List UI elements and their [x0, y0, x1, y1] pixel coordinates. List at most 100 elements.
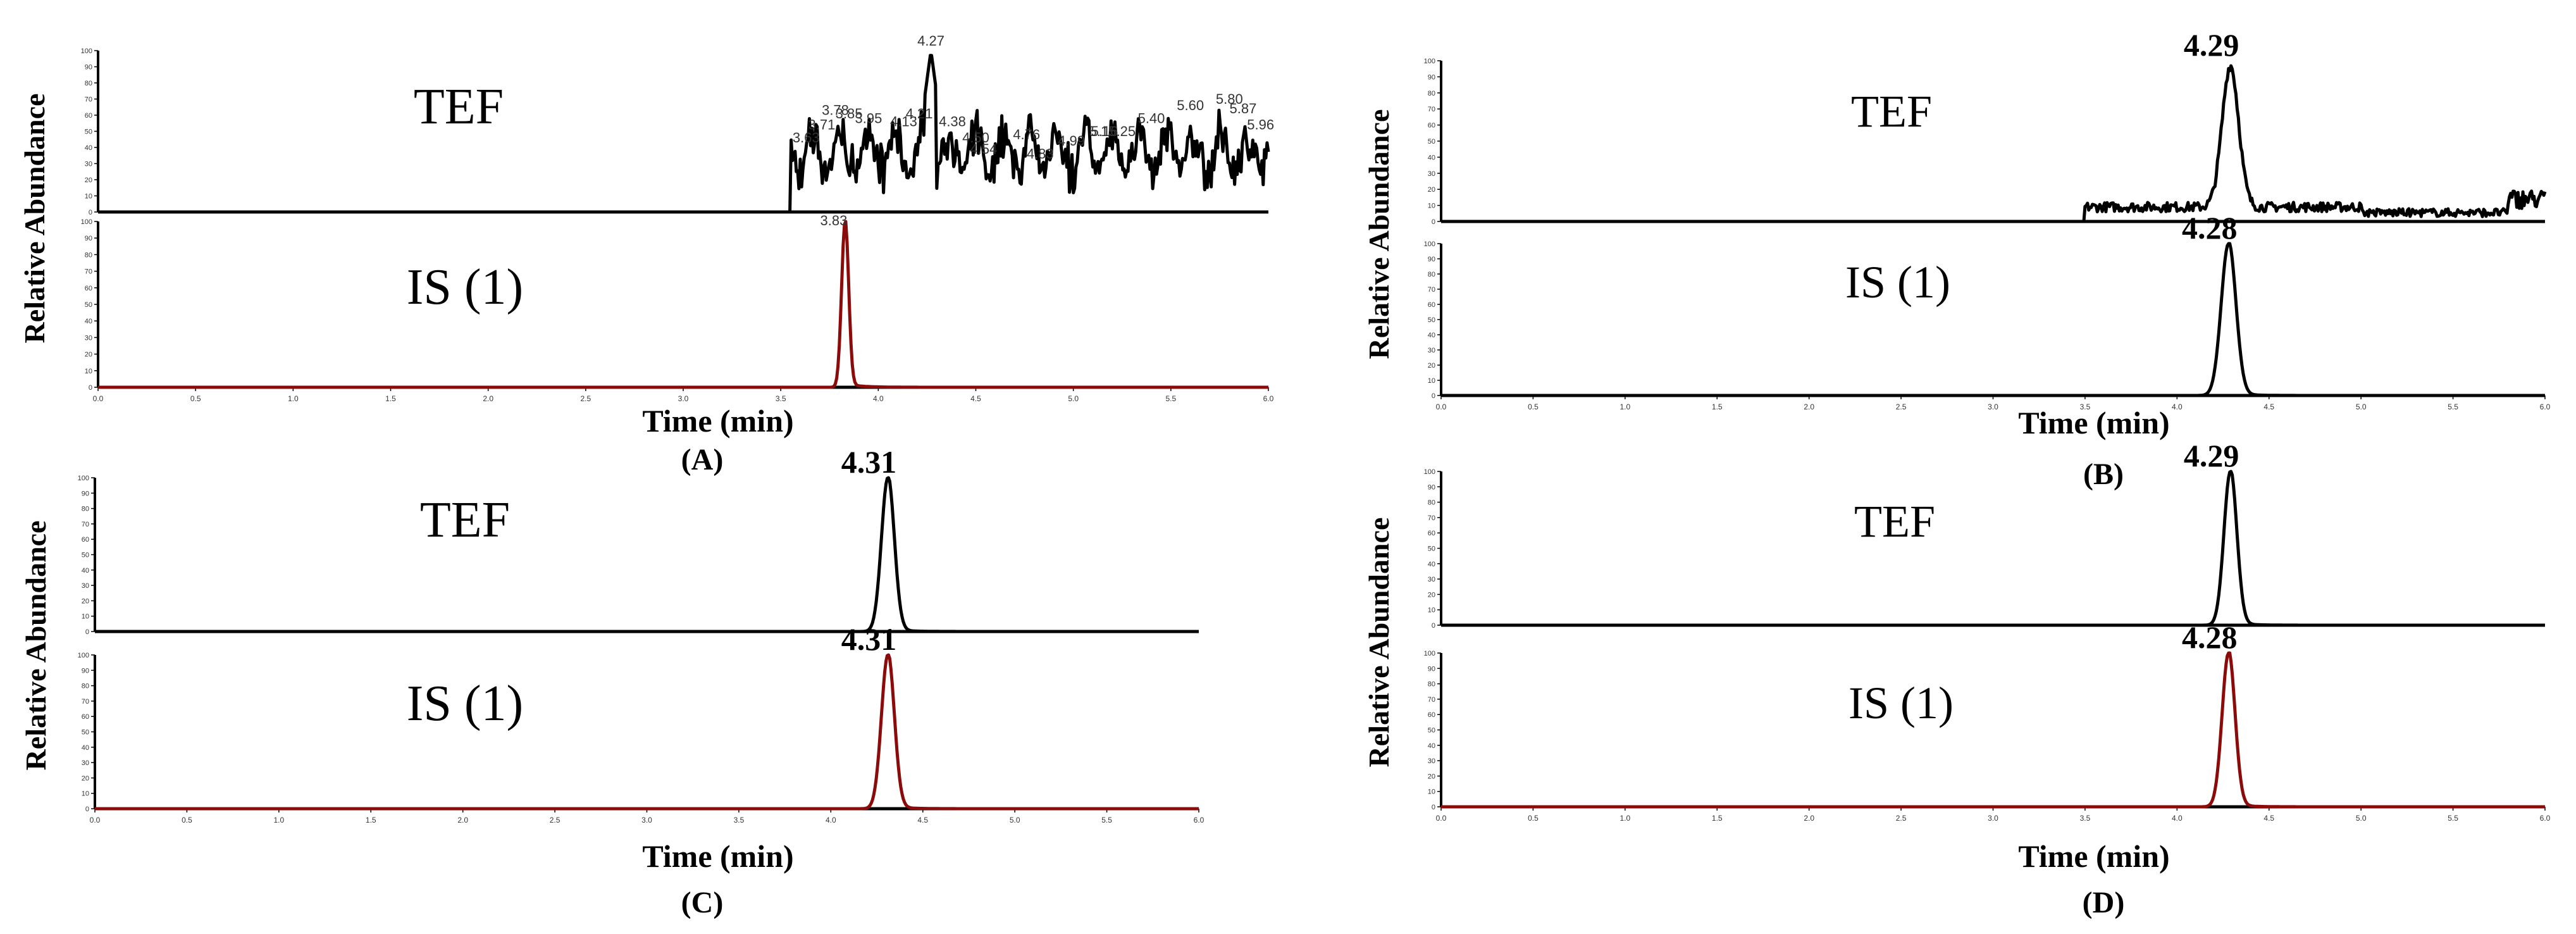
y-tick-label: 90: [85, 64, 92, 72]
x-tick-label: 5.5: [1165, 394, 1176, 403]
y-tick-label: 60: [1428, 301, 1435, 309]
is-trace-name: IS (1): [407, 259, 523, 315]
y-tick-label: 60: [85, 285, 92, 292]
y-tick-label: 20: [1428, 186, 1435, 194]
y-tick-label: 40: [82, 744, 89, 752]
x-axis-label: Time (min): [642, 838, 793, 874]
y-tick-label: 90: [1428, 665, 1435, 673]
y-tick-label: 80: [1428, 681, 1435, 688]
tef-trace: [94, 476, 1199, 633]
y-tick-label: 70: [85, 96, 92, 104]
y-tick-label: 20: [1428, 362, 1435, 370]
y-tick-label: 20: [1428, 591, 1435, 599]
y-tick-label: 30: [82, 759, 89, 767]
y-tick-label: 30: [1428, 347, 1435, 354]
y-tick-label: 40: [85, 144, 92, 152]
y-tick-label: 80: [85, 251, 92, 259]
y-tick-label: 0: [1432, 622, 1435, 630]
y-tick-label: 100: [78, 652, 89, 659]
x-tick-label: 1.0: [1619, 814, 1630, 823]
tef-subplot: 0 10 20 30 40 50 60 70 80 90 100 4.29 TEF: [1424, 438, 2546, 630]
panel-label: (A): [681, 443, 724, 476]
y-tick-label: 30: [1428, 576, 1435, 583]
x-tick-label: 6.0: [2540, 814, 2551, 823]
y-tick-label: 50: [1428, 138, 1435, 146]
y-tick-label: 30: [85, 161, 92, 168]
tef-trace: [1440, 470, 2546, 627]
x-tick-label: 4.0: [826, 816, 836, 825]
x-tick-label: 2.5: [1896, 402, 1907, 411]
y-tick-label: 10: [82, 613, 89, 621]
tef-trace: [97, 54, 1270, 214]
peak-label: 4.27: [917, 33, 944, 49]
panel-label: (D): [2083, 886, 2125, 919]
x-tick-label: 3.0: [1988, 814, 1998, 823]
y-tick-label: 70: [1428, 514, 1435, 522]
y-tick-label: 10: [85, 368, 92, 375]
peak-label: 4.76: [1013, 127, 1040, 142]
is-subplot: 0 10 20 30 40 50 60 70 80 90 100 0.0 0.5 1.0 1.5 2.0 2.5…: [78, 621, 1204, 825]
tef-subplot: 0 10 20 30 40 50 60 70 80 90 100 4.31 TEF: [78, 444, 1199, 636]
x-tick-label: 1.0: [288, 394, 299, 403]
x-tick-label: 0.5: [1528, 814, 1539, 823]
x-tick-label: 3.5: [734, 816, 745, 825]
is-trace: [97, 220, 1269, 389]
x-tick-label: 5.5: [1101, 816, 1112, 825]
x-tick-label: 2.5: [1896, 814, 1907, 823]
is-trace: [94, 653, 1199, 811]
y-tick-label: 10: [1428, 202, 1435, 210]
peak-rt-label: 4.28: [2182, 620, 2238, 655]
peak-label: 3.95: [855, 110, 882, 126]
y-tick-label: 100: [1424, 240, 1435, 248]
peak-label: 3.71: [808, 117, 836, 133]
tef-trace-name: TEF: [1854, 496, 1935, 547]
y-tick-label: 50: [82, 729, 89, 737]
y-tick-label: 10: [1428, 788, 1435, 796]
x-axis-label: Time (min): [2018, 405, 2169, 440]
tef-trace-name: TEF: [414, 79, 504, 135]
x-tick-label: 4.5: [2263, 814, 2274, 823]
peak-rt-label: 4.31: [841, 444, 897, 480]
y-tick-label: 80: [1428, 90, 1435, 97]
y-tick-label: 90: [82, 667, 89, 675]
y-tick-label: 50: [1428, 545, 1435, 553]
y-tick-label: 50: [1428, 727, 1435, 735]
y-tick-label: 90: [1428, 256, 1435, 263]
y-tick-label: 0: [89, 384, 92, 392]
peak-label: 5.80: [1216, 91, 1243, 107]
is-trace-name: IS (1): [1845, 257, 1950, 308]
x-tick-label: 0.5: [1528, 402, 1539, 411]
y-tick-label: 80: [1428, 499, 1435, 507]
y-tick-label: 10: [82, 790, 89, 798]
tef-subplot: 0 10 20 30 40 50 60 70 80 90 100 4.29 TEF: [1424, 27, 2547, 226]
y-tick-label: 40: [85, 318, 92, 325]
y-tick-label: 20: [82, 597, 89, 605]
x-axis-label: Time (min): [642, 403, 793, 439]
y-tick-label: 40: [82, 567, 89, 575]
x-tick-label: 5.0: [2356, 814, 2367, 823]
peak-label: 5.96: [1247, 117, 1274, 133]
y-tick-label: 0: [89, 209, 92, 216]
y-tick-label: 10: [1428, 607, 1435, 614]
x-tick-label: 2.5: [550, 816, 560, 825]
x-tick-label: 4.5: [2263, 402, 2274, 411]
y-tick-label: 10: [85, 193, 92, 201]
tef-trace-name: TEF: [420, 492, 510, 548]
y-tick-label: 70: [82, 521, 89, 528]
x-tick-label: 6.0: [2540, 402, 2551, 411]
x-tick-label: 4.5: [917, 816, 928, 825]
x-tick-label: 2.0: [1804, 814, 1814, 823]
peak-rt-label: 3.83: [820, 213, 848, 228]
x-tick-label: 4.0: [2172, 814, 2183, 823]
x-tick-label: 1.0: [1619, 402, 1630, 411]
y-tick-label: 70: [1428, 696, 1435, 704]
y-tick-label: 60: [85, 112, 92, 120]
peak-label: 5.15: [1089, 123, 1117, 139]
peak-label: 5.16: [1091, 123, 1118, 139]
y-tick-label: 100: [1424, 468, 1435, 476]
x-tick-label: 4.0: [2172, 402, 2183, 411]
y-tick-label: 80: [82, 506, 89, 513]
y-tick-label: 0: [1432, 218, 1435, 226]
panel-d: 0 10 20 30 40 50 60 70 80 90 100 4.29 TEF 0 10 20 30 40 50…: [1363, 438, 2551, 919]
x-tick-label: 1.0: [273, 816, 284, 825]
